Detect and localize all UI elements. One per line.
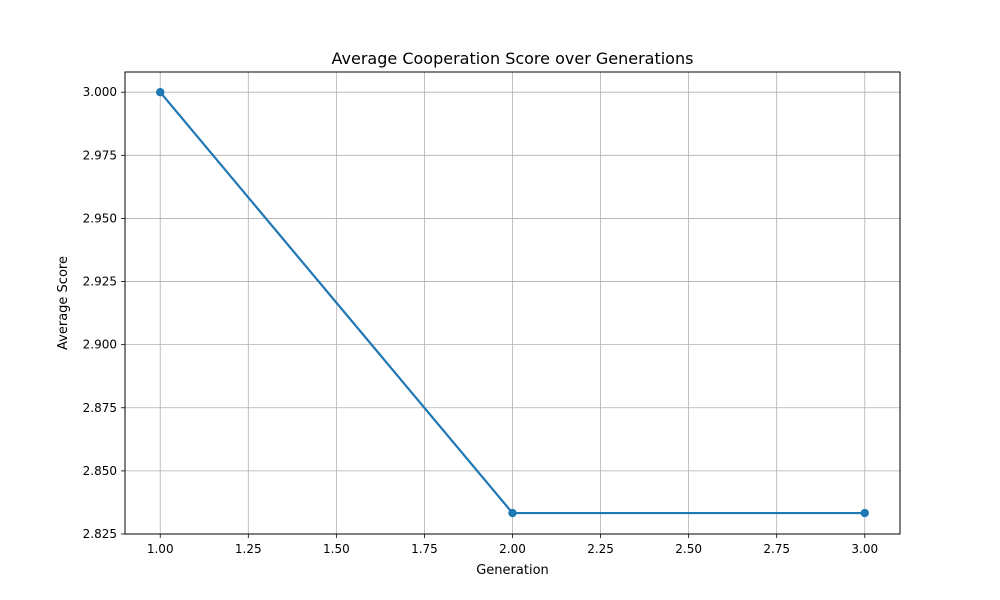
x-tick-label: 1.00 (147, 542, 174, 556)
x-tick-label: 2.50 (675, 542, 702, 556)
grid (125, 72, 900, 535)
y-tick-label: 2.975 (83, 148, 117, 162)
x-tick-label: 1.75 (411, 542, 438, 556)
x-axis: 1.00 1.25 1.50 1.75 2.00 2.25 2.50 2.75 3.00 (147, 534, 878, 556)
x-tick-label: 2.25 (587, 542, 614, 556)
x-tick-label: 2.00 (499, 542, 526, 556)
y-tick-label: 2.925 (83, 275, 117, 289)
x-tick-label: 3.00 (851, 542, 878, 556)
chart-title: Average Cooperation Score over Generatio… (332, 49, 694, 68)
y-axis: 2.825 2.850 2.875 2.900 2.925 2.950 2.975 3.000 (83, 85, 125, 541)
x-tick-label: 1.25 (235, 542, 262, 556)
data-point (860, 508, 869, 518)
series-layer (156, 87, 869, 518)
data-point (508, 508, 517, 518)
data-point (156, 87, 165, 97)
y-tick-label: 2.900 (83, 338, 117, 352)
y-tick-label: 2.825 (83, 527, 117, 541)
y-tick-label: 2.850 (83, 464, 117, 478)
y-axis-label: Average Score (56, 256, 71, 350)
x-tick-label: 2.75 (763, 542, 790, 556)
y-tick-label: 2.875 (83, 401, 117, 415)
x-axis-label: Generation (476, 563, 549, 578)
y-tick-label: 3.000 (83, 85, 117, 99)
y-tick-label: 2.950 (83, 211, 117, 225)
x-tick-label: 1.50 (323, 542, 350, 556)
